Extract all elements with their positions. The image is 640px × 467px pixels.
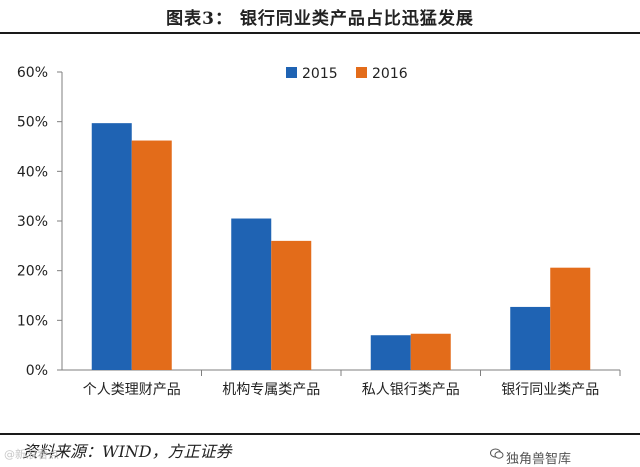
- legend-swatch-2016: [356, 67, 367, 78]
- footer-divider: [0, 433, 640, 435]
- watermark-right: 独角兽智库: [506, 452, 572, 467]
- y-tick-label: 40%: [17, 164, 48, 180]
- chart-title: 图表3： 银行同业类产品占比迅猛发展: [166, 9, 474, 29]
- bar-2016: [131, 140, 172, 370]
- legend-label-2016: 2016: [372, 66, 408, 82]
- bar-2015: [510, 306, 551, 370]
- y-tick-label: 60%: [17, 65, 48, 81]
- bar-2016: [271, 240, 312, 370]
- x-tick-label: 银行同业类产品: [501, 382, 599, 398]
- bar-2015: [91, 123, 132, 370]
- y-tick-label: 10%: [17, 313, 48, 329]
- legend-label-2015: 2015: [302, 66, 338, 82]
- y-tick-label: 0%: [26, 363, 48, 379]
- x-tick-label: 个人类理财产品: [83, 382, 181, 398]
- title-divider: [0, 32, 640, 34]
- bar-2016: [550, 267, 591, 370]
- bar-2016: [410, 333, 451, 370]
- source-note: 资料来源：WIND，方正证券: [22, 442, 232, 461]
- bar-chart: 0% 10% 20% 30% 40% 50% 60% 个人类理财产品 机构专属类产品 私人银行类产…: [17, 65, 621, 398]
- y-tick-label: 50%: [17, 115, 48, 131]
- x-tick-label: 私人银行类产品: [362, 382, 460, 398]
- y-tick-label: 30%: [17, 214, 48, 230]
- y-tick-label: 20%: [17, 264, 48, 280]
- x-tick-label: 机构专属类产品: [222, 382, 320, 398]
- bar-2015: [370, 335, 411, 370]
- watermark-left: @新浪看点: [4, 448, 59, 461]
- legend-swatch-2015: [286, 67, 297, 78]
- bar-2015: [231, 218, 272, 370]
- wechat-icon: [490, 448, 504, 459]
